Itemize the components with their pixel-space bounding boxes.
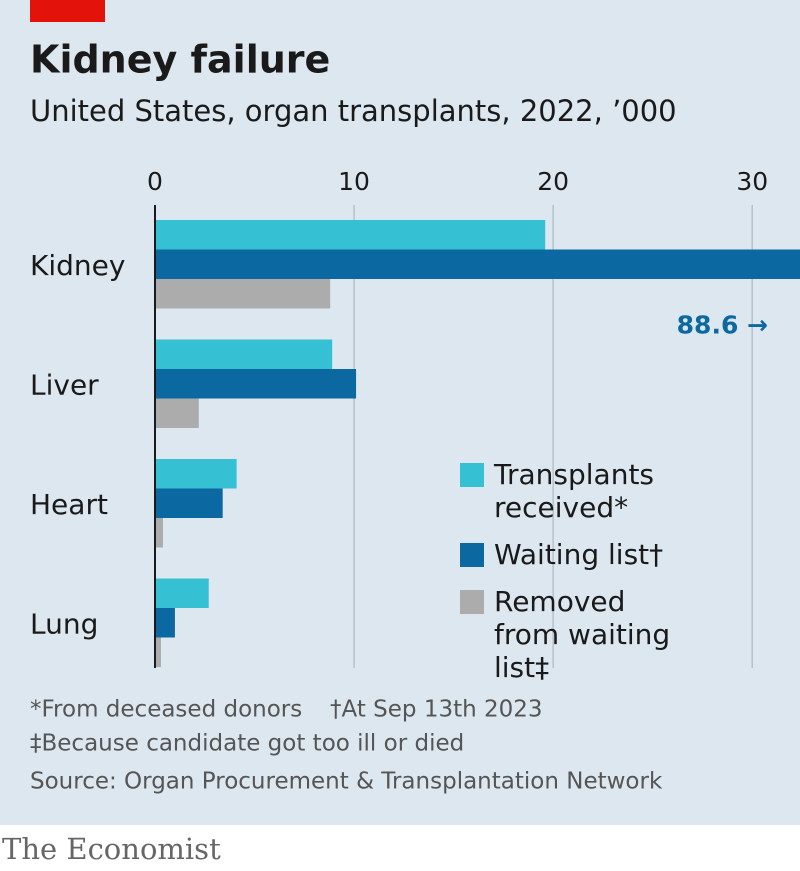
legend-item: Transplants received*: [460, 458, 700, 524]
x-tick-label: 30: [736, 167, 768, 196]
legend-label: Removed from waiting list‡: [494, 585, 671, 684]
legend: Transplants received* Waiting list† Remove…: [460, 458, 700, 698]
bar: [155, 249, 800, 279]
bar: [155, 339, 333, 369]
x-tick-label: 20: [537, 167, 569, 196]
bar: [155, 578, 209, 608]
legend-label: Transplants received*: [494, 458, 655, 524]
data-label: 88.6 →: [677, 311, 768, 340]
legend-label: Waiting list†: [494, 538, 664, 571]
chart-subtitle: United States, organ transplants, 2022, …: [30, 94, 677, 128]
x-tick-label: 0: [147, 167, 163, 196]
bar: [155, 488, 223, 518]
legend-item: Removed from waiting list‡: [460, 585, 700, 684]
bars: [155, 220, 800, 667]
bar: [155, 518, 163, 548]
x-tick-label: 10: [338, 167, 370, 196]
bar: [155, 637, 161, 667]
y-tick-label: Heart: [30, 488, 108, 521]
legend-swatch: [460, 463, 484, 487]
legend-item: Waiting list†: [460, 538, 700, 571]
background: [0, 0, 800, 825]
brand-tag: [30, 0, 105, 22]
brand: The Economist: [2, 832, 221, 866]
y-tick-label: Kidney: [30, 249, 125, 282]
legend-swatch: [460, 543, 484, 567]
bar: [155, 369, 357, 399]
footnote: *From deceased donors: [30, 697, 302, 723]
y-tick-label: Liver: [30, 369, 99, 402]
source: Source: Organ Procurement & Transplantat…: [30, 769, 663, 795]
bar: [155, 220, 546, 250]
y-tick-label: Lung: [30, 608, 98, 641]
bar: [155, 279, 331, 309]
bar: [155, 398, 199, 428]
bar: [155, 459, 237, 489]
chart-title: Kidney failure: [30, 38, 330, 82]
legend-swatch: [460, 590, 484, 614]
bar: [155, 608, 175, 638]
footnote: ‡Because candidate got too ill or died: [30, 731, 464, 757]
footnote: †At Sep 13th 2023: [330, 697, 543, 723]
